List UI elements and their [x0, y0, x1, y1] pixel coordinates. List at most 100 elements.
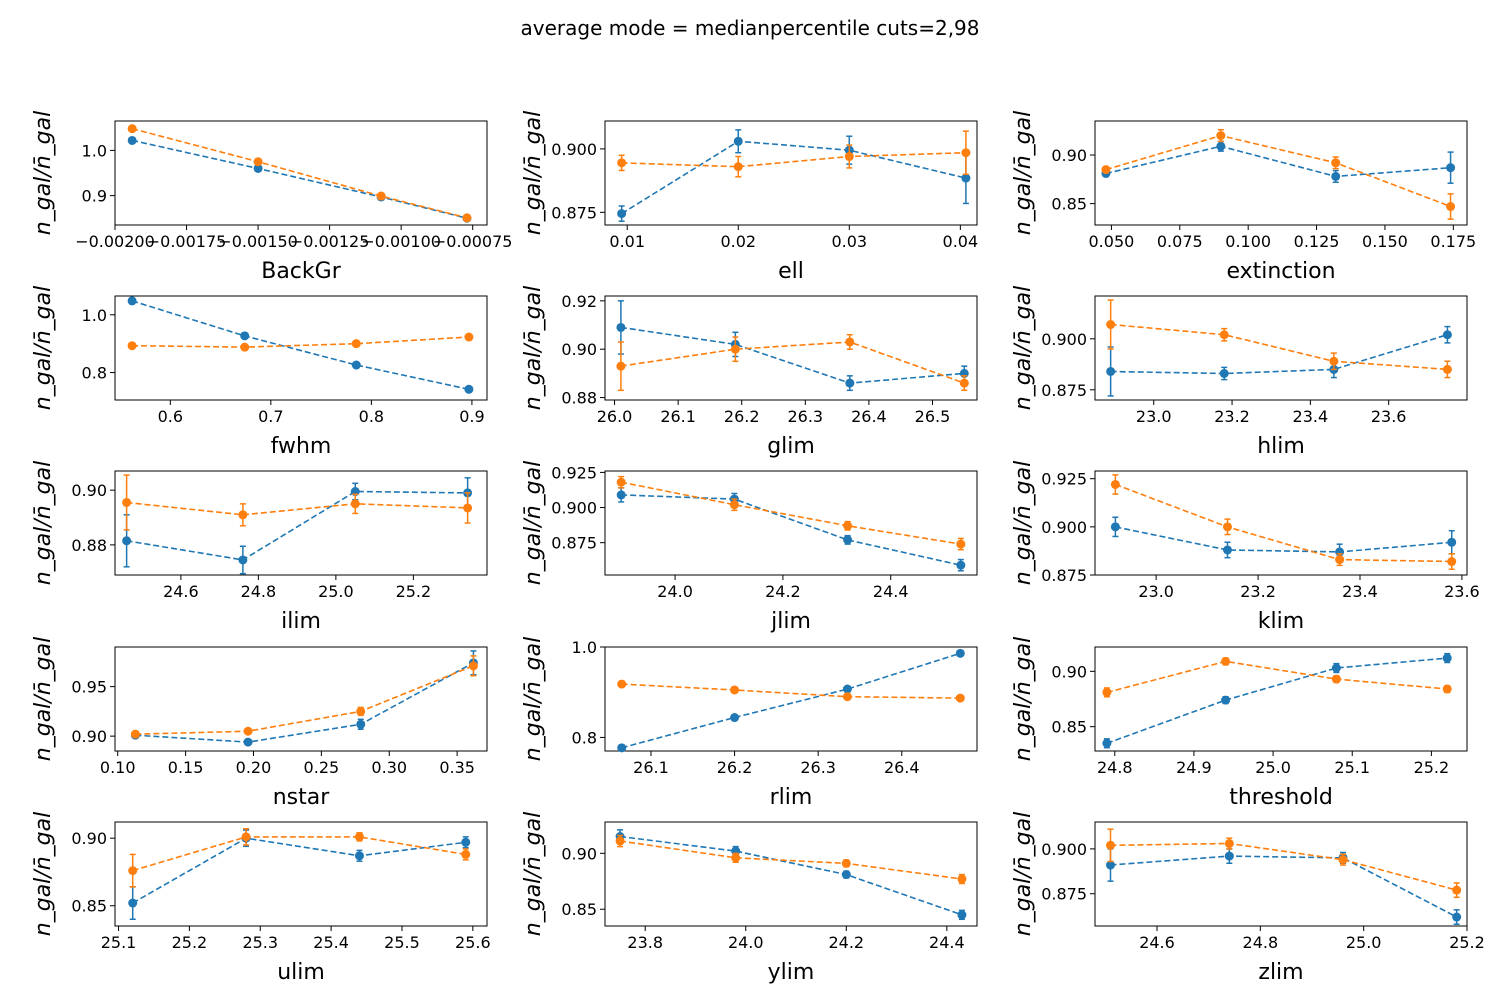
- y-tick-label: 0.875: [551, 203, 597, 222]
- x-tick-label: 24.8: [1243, 933, 1279, 952]
- data-point: [1224, 851, 1234, 861]
- y-tick-label: 0.88: [561, 389, 597, 408]
- data-point: [1102, 738, 1112, 748]
- y-tick-label: 0.90: [71, 829, 107, 848]
- data-point: [1442, 364, 1452, 374]
- y-tick-label: 1.0: [82, 141, 107, 160]
- axes-frame: [114, 295, 488, 401]
- data-point: [243, 726, 253, 736]
- series-line: [621, 494, 961, 566]
- data-point: [127, 124, 137, 134]
- series-1: [1110, 474, 1457, 570]
- data-point: [351, 360, 361, 370]
- x-tick-label: 23.6: [1371, 407, 1407, 426]
- data-point: [238, 510, 248, 520]
- y-tick-label: 0.90: [1051, 146, 1087, 165]
- x-tick-label: 25.0: [1346, 933, 1382, 952]
- y-axis-label: n_gal/n̄_gal: [1011, 286, 1036, 410]
- x-tick-label: 26.2: [717, 758, 753, 777]
- x-tick-label: −0.00150: [218, 232, 298, 251]
- data-point: [961, 173, 971, 183]
- x-tick-label: 0.10: [100, 758, 136, 777]
- y-tick-label: 0.875: [1041, 381, 1087, 400]
- series-line: [126, 501, 468, 516]
- x-tick-label: 0.075: [1157, 232, 1203, 251]
- y-tick-label: 0.900: [551, 499, 597, 518]
- series-1: [122, 474, 473, 531]
- y-tick-label: 0.90: [71, 727, 107, 746]
- x-tick-label: 0.03: [831, 232, 867, 251]
- x-tick-label: 26.4: [851, 407, 887, 426]
- data-point: [844, 152, 854, 162]
- y-tick-label: 0.925: [1041, 470, 1087, 489]
- axes-frame: [114, 646, 488, 752]
- data-point: [127, 296, 137, 306]
- x-tick-label: −0.00100: [361, 232, 441, 251]
- x-tick-label: 25.5: [384, 933, 420, 952]
- subplot-nstar: 0.10 0.15 0.20 0.25 0.30 0.35 0.90 0.95 nstar n_g…: [31, 637, 488, 810]
- y-axis-label: n_gal/n̄_gal: [31, 461, 56, 585]
- series-line: [620, 341, 965, 384]
- y-axis-label: n_gal/n̄_gal: [31, 111, 56, 235]
- series-1: [617, 130, 971, 178]
- series-1: [127, 332, 474, 352]
- series-line: [621, 140, 967, 215]
- series-line: [621, 652, 961, 749]
- series-0: [127, 296, 474, 394]
- y-tick-label: 0.90: [561, 340, 597, 359]
- y-axis-label: n_gal/n̄_gal: [521, 286, 546, 410]
- x-tick-label: 0.15: [168, 758, 204, 777]
- axes-frame: [1094, 470, 1468, 576]
- data-point: [1452, 885, 1462, 895]
- data-point: [617, 679, 627, 689]
- series-0: [1106, 848, 1462, 925]
- x-tick-label: 25.2: [396, 582, 432, 601]
- data-point: [1224, 839, 1234, 849]
- data-point: [617, 209, 627, 219]
- series-line: [1110, 333, 1448, 375]
- data-point: [127, 341, 137, 351]
- series-line: [1110, 842, 1457, 891]
- data-point: [959, 378, 969, 388]
- y-tick-label: 0.900: [1041, 518, 1087, 537]
- series-line: [1106, 657, 1448, 745]
- y-tick-label: 0.8: [82, 364, 107, 383]
- x-tick-label: 23.0: [1136, 407, 1172, 426]
- series-line: [131, 127, 468, 219]
- y-axis-label: n_gal/n̄_gal: [521, 461, 546, 585]
- data-point: [461, 849, 471, 859]
- x-tick-label: −0.00200: [75, 232, 155, 251]
- x-tick-label: 24.4: [929, 933, 965, 952]
- subplot-threshold: 24.8 24.9 25.0 25.1 25.2 0.85 0.90 threshold n_g…: [1011, 637, 1468, 810]
- data-point: [1219, 330, 1229, 340]
- data-point: [1216, 141, 1226, 151]
- series-line: [135, 662, 474, 743]
- series-line: [126, 490, 468, 561]
- data-point: [731, 853, 741, 863]
- data-point: [1110, 479, 1120, 489]
- x-tick-label: 25.6: [455, 933, 491, 952]
- subplot-fwhm: 0.6 0.7 0.8 0.9 0.8 1.0 fwhm n_gal/n̄_gal: [31, 286, 488, 459]
- x-tick-label: 0.35: [439, 758, 475, 777]
- data-point: [1331, 158, 1341, 168]
- data-point: [1106, 366, 1116, 376]
- x-tick-label: −0.00075: [433, 232, 513, 251]
- x-tick-label: 23.4: [1293, 407, 1329, 426]
- x-tick-label: 24.8: [241, 582, 277, 601]
- y-tick-label: 0.88: [71, 536, 107, 555]
- x-tick-label: 26.3: [800, 758, 836, 777]
- series-line: [621, 151, 966, 168]
- x-axis-label: threshold: [1229, 785, 1333, 810]
- y-tick-label: 0.85: [561, 900, 597, 919]
- series-1: [130, 655, 478, 739]
- y-tick-label: 1.0: [572, 638, 597, 657]
- data-point: [243, 737, 253, 747]
- x-tick-label: 0.02: [720, 232, 756, 251]
- axes-frame: [1094, 646, 1468, 752]
- data-point: [1102, 687, 1112, 697]
- data-point: [1221, 695, 1231, 705]
- data-point: [240, 342, 250, 352]
- data-point: [957, 910, 967, 920]
- subplot-extinction: 0.050 0.075 0.100 0.125 0.150 0.175 0.85 0.90 ex…: [1011, 111, 1476, 284]
- x-tick-label: 0.050: [1089, 232, 1135, 251]
